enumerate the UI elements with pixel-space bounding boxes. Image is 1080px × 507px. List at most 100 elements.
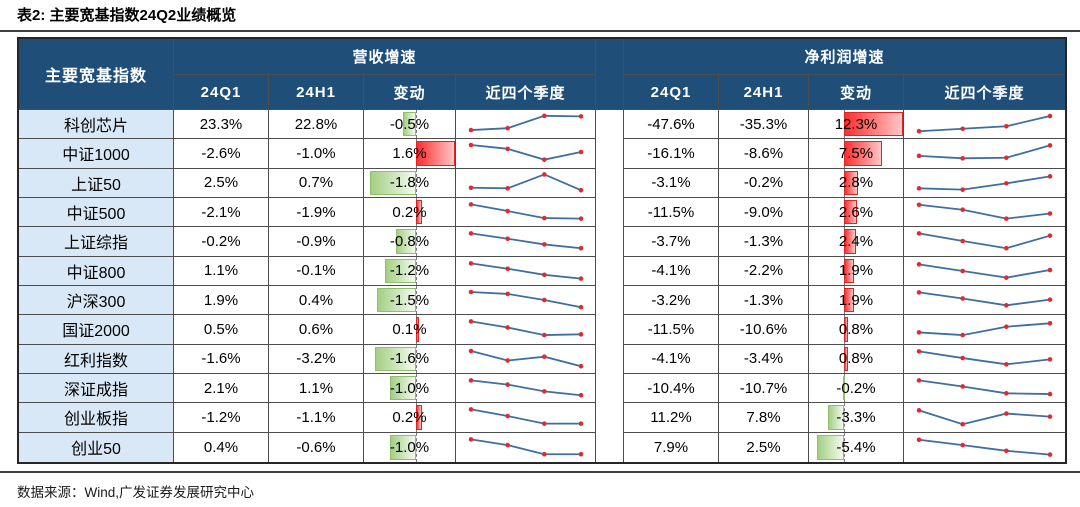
value-cell: -35.3% [719,110,809,140]
sparkline [916,261,1053,280]
change-value: -0.2% [836,379,876,397]
change-cell: -1.0% [364,373,456,404]
sparkline [468,231,583,251]
sparkline-chart [904,227,1065,257]
sparkline-chart [456,373,596,404]
change-data-bar [844,258,854,283]
value-cell: -2.2% [719,256,809,286]
column-separator [596,256,624,286]
sparkline-chart [456,256,596,286]
change-axis-line [416,285,418,315]
value-cell: 1.1% [174,256,269,286]
header-sub-np-3: 近四个季度 [904,75,1065,110]
change-cell: 0.1% [364,315,456,345]
sparkline-chart [904,285,1065,316]
value-cell: 0.7% [269,168,364,198]
value-cell: -2.1% [174,197,269,228]
index-name-cell: 中证800 [19,256,174,286]
value-cell: -1.3% [719,227,809,257]
header-group-netprofit: 净利润增速 [624,39,1065,75]
index-name-cell: 深证成指 [19,373,174,404]
change-data-bar [844,199,858,225]
value-cell: 0.4% [269,285,364,316]
sparkline-chart [904,168,1065,198]
sparkline-chart [456,403,596,433]
value-cell: 22.8% [269,110,364,140]
change-data-bar [844,170,859,195]
column-separator [596,168,624,198]
change-data-bar [385,258,417,283]
sparkline [916,231,1053,251]
header-sub-rev-2: 变动 [364,75,456,110]
value-cell: -3.1% [624,168,719,198]
header-sub-rev-1: 24H1 [269,75,364,110]
header-group-revenue: 营收增速 [174,39,596,75]
change-value: 1.6% [392,144,427,162]
column-separator [596,227,624,257]
index-name-cell: 上证综指 [19,227,174,257]
change-cell: 2.6% [809,197,904,228]
change-data-bar [844,346,849,371]
change-data-bar [817,434,845,460]
value-cell: 0.5% [174,315,269,345]
sparkline-chart [904,373,1065,404]
value-cell: -10.4% [624,373,719,404]
value-cell: 7.9% [624,432,719,462]
change-value: 0.8% [838,350,874,368]
value-cell: 2.1% [174,373,269,404]
value-cell: -1.9% [269,197,364,228]
value-cell: -3.7% [624,227,719,257]
change-cell: -1.2% [364,256,456,286]
column-separator [596,197,624,228]
sparkline [468,348,583,369]
index-name-cell: 中证500 [19,197,174,228]
sparkline-chart [456,227,596,257]
change-cell: -3.3% [809,403,904,433]
sparkline-chart [904,139,1065,169]
change-value: 12.3% [834,115,878,133]
change-data-bar [416,405,422,430]
change-cell: 7.5% [809,139,904,169]
value-cell: 23.3% [174,110,269,140]
value-cell: 11.2% [624,403,719,433]
change-value: -1.5% [389,291,430,309]
sparkline [916,321,1053,338]
sparkline-chart [456,197,596,228]
change-cell: -0.8% [364,227,456,257]
sparkline-chart [904,256,1065,286]
sparkline-chart [904,403,1065,433]
value-cell: -11.5% [624,315,719,345]
value-cell: -9.0% [719,197,809,228]
value-cell: -16.1% [624,139,719,169]
change-value: -3.3% [836,408,876,426]
change-value: -1.2% [389,262,430,280]
change-cell: 0.2% [364,403,456,433]
value-cell: -1.0% [269,139,364,169]
column-separator [596,403,624,433]
sparkline [468,378,583,398]
change-data-bar [416,199,422,225]
change-axis-line [416,373,418,403]
change-value: 2.8% [838,174,874,192]
sparkline [468,113,583,133]
change-cell: -0.2% [809,373,904,404]
value-cell: 1.1% [269,373,364,404]
change-cell: 1.6% [364,139,456,169]
data-source: 数据来源：Wind,广发证券发展研究中心 [17,484,255,500]
value-cell: -0.9% [269,227,364,257]
value-cell: 2.5% [719,432,809,462]
change-data-bar [374,346,417,371]
change-cell: -1.0% [364,432,456,462]
sparkline-chart [456,285,596,316]
sparkline [468,407,583,427]
change-value: -1.0% [389,379,430,397]
value-cell: -11.5% [624,197,719,228]
change-data-bar [416,141,455,166]
value-cell: -1.6% [174,344,269,374]
performance-table: 主要宽基指数 营收增速 净利润增速 24Q1 24H1 变动 近四个季度 24Q1 24H1 变动… [17,37,1067,464]
sparkline [468,202,583,222]
change-data-bar [843,375,846,401]
index-name-cell: 上证50 [19,168,174,198]
value-cell: -1.3% [719,285,809,316]
value-cell: 1.9% [174,285,269,316]
